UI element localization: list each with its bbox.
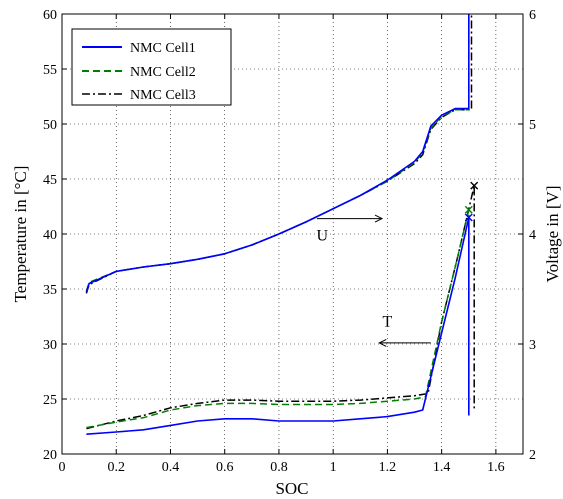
x-tick-label: 0.2 [107,460,125,475]
annotations: UT [317,214,431,347]
y-right-tick-label: 4 [529,228,536,243]
legend-label-cell1: NMC Cell1 [130,41,196,56]
y-left-tick-label: 30 [43,338,57,353]
series-line-nmc-cell2-temperature [86,209,470,429]
y-left-tick-label: 60 [43,8,57,23]
series-line-nmc-cell1-temperature [86,216,470,435]
x-tick-label: 0.8 [270,460,288,475]
end-marker-stroke [470,181,479,190]
end-marker [464,205,473,214]
x-axis-title: SOC [275,479,308,498]
y-right-tick-label: 5 [529,118,536,133]
y-left-tick-label: 50 [43,118,57,133]
series-line-nmc-cell3-temperature [86,184,475,430]
y-left-tick-label: 55 [43,63,57,78]
x-tick-label: 1.4 [433,460,451,475]
right-axis-title: Voltage in [V] [543,186,562,283]
end-marker-stroke [464,213,473,222]
annotation-label: U [317,228,329,245]
y-right-tick-label: 3 [529,338,536,353]
series-layer [85,14,475,435]
legend-label-cell2: NMC Cell2 [130,65,196,80]
series-line-nmc-cell1-voltage [85,14,470,293]
y-left-tick-label: 35 [43,283,57,298]
end-marker [470,181,479,190]
end-markers [464,181,479,222]
end-marker-stroke [464,205,473,214]
y-left-tick-label: 45 [43,173,57,188]
x-tick-label: 1 [330,460,337,475]
y-left-tick-label: 40 [43,228,57,243]
y-right-tick-label: 2 [529,448,536,463]
y-left-tick-label: 25 [43,393,57,408]
end-marker [464,213,473,222]
annotation-arrow-head [374,214,384,223]
annotation-label: T [383,313,393,330]
x-tick-label: 1.2 [379,460,397,475]
legend-label-cell3: NMC Cell3 [130,88,196,103]
x-tick-label: 0.4 [162,460,180,475]
y-right-tick-label: 6 [529,8,536,23]
legend-box [71,28,232,106]
x-tick-label: 1.6 [487,460,505,475]
x-tick-label: 0.6 [216,460,234,475]
axis-ticks: 0 0.2 0.4 0.6 0.8 1 1.2 1.4 1.620253035404550556… [43,8,536,475]
left-axis-title: Temperature in [°C] [11,166,30,303]
y-left-tick-label: 20 [43,448,57,463]
x-tick-label: 0 [59,460,66,475]
legend: NMC Cell1 NMC Cell2 NMC Cell3 [71,28,232,106]
annotation-arrow-head [378,338,387,347]
